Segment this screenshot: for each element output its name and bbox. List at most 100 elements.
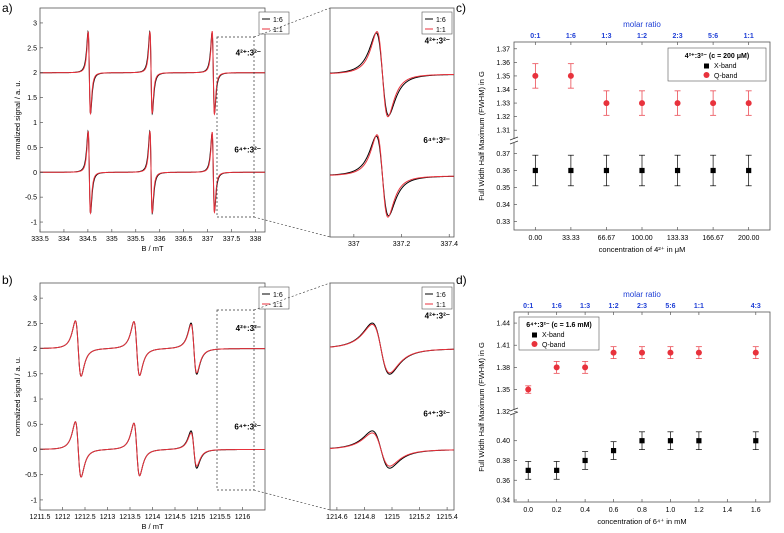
undefined-zoom-connector-top bbox=[253, 7, 331, 38]
undefined-xtick-label-6: 336.5 bbox=[175, 236, 193, 243]
undefined-annotation-top: 4²⁺:3²⁻ bbox=[236, 48, 261, 57]
b-zoom-selection bbox=[216, 309, 255, 491]
undefined-ytick-label-1: -0.5 bbox=[25, 195, 37, 202]
c-point-X-band-2 bbox=[603, 167, 610, 174]
b-curves bbox=[40, 320, 265, 478]
c-axis-break-gap bbox=[511, 139, 519, 143]
undefined-x-axis-label: B / mT bbox=[141, 244, 164, 253]
c-point-X-band-1 bbox=[568, 167, 574, 174]
b-ytick-label-2: 0 bbox=[33, 447, 37, 454]
undefined-plot-frame bbox=[39, 7, 266, 233]
c-legend-swatch-qband bbox=[703, 72, 710, 78]
d-top-tick-label-2: 1:3 bbox=[580, 303, 590, 310]
c-top-tick-label-6: 1:1 bbox=[744, 33, 754, 40]
c-point-Q-band-4 bbox=[674, 100, 681, 107]
undefined-ytick-label-5: 1.5 bbox=[27, 95, 37, 102]
undefined-series-line-4 bbox=[40, 131, 265, 215]
b-xtick-label-6: 1214.5 bbox=[164, 514, 186, 521]
d-top-tick-label-6: 1:1 bbox=[694, 303, 704, 310]
panel-label-b: b) bbox=[2, 273, 13, 287]
d-point-X-band-6 bbox=[696, 438, 702, 444]
b-zoom-xtick-label-0: 1214.6 bbox=[326, 514, 348, 521]
undefined-zoom-series-line-2 bbox=[330, 31, 454, 118]
c-top-tick-label-2: 1:3 bbox=[601, 33, 611, 40]
d-xtick-label-5: 1.0 bbox=[666, 507, 676, 514]
d-point-X-band-5 bbox=[667, 438, 674, 444]
d-top-tick-label-5: 5:6 bbox=[665, 303, 675, 310]
c-xtick-label-0: 0.00 bbox=[529, 235, 543, 242]
b-legend-label-0: 1:6 bbox=[273, 292, 283, 299]
c-point-Q-band-6 bbox=[745, 100, 752, 107]
b-ytick-label-7: 2.5 bbox=[27, 321, 37, 328]
d-xtick-label-0: 0.0 bbox=[523, 507, 533, 514]
b-zoom-annotation-bottom: 6⁴⁺:3²⁻ bbox=[423, 410, 450, 419]
d-top-axis-title: molar ratio bbox=[623, 290, 661, 299]
undefined-xtick-label-0: 333.5 bbox=[31, 236, 49, 243]
undefined-xtick-label-9: 338 bbox=[250, 236, 262, 243]
b-ytick-label-5: 1.5 bbox=[27, 371, 37, 378]
b-plot-frame bbox=[39, 282, 266, 511]
c-top-tick-label-5: 5:6 bbox=[708, 33, 718, 40]
c-xtick-label-6: 200.00 bbox=[738, 235, 760, 242]
c-axis-break-mark-1 bbox=[509, 136, 519, 141]
d-top-tick-label-0: 0:1 bbox=[523, 303, 533, 310]
c-top-tick-label-1: 1:6 bbox=[566, 33, 576, 40]
d-upper-ytick-label-3: 1.41 bbox=[496, 343, 510, 350]
b-zoom-connector-top bbox=[253, 282, 331, 311]
c-upper-ytick-label-1: 1.32 bbox=[496, 114, 510, 121]
c-point-X-band-6 bbox=[746, 167, 752, 174]
undefined-zoom-curves bbox=[330, 31, 454, 218]
d-point-X-band-1 bbox=[554, 467, 560, 473]
c-lower-ytick-label-0: 0.33 bbox=[496, 219, 510, 226]
b-ytick-label-1: -0.5 bbox=[25, 472, 37, 479]
c-axis-break-mark-2 bbox=[509, 140, 519, 145]
b-ytick-label-6: 2 bbox=[33, 346, 37, 353]
b-xtick-label-0: 1211.5 bbox=[30, 514, 51, 521]
undefined-xtick-label-3: 335 bbox=[106, 236, 118, 243]
b-zoom-series-line-3 bbox=[330, 430, 454, 469]
undefined-zoom-legend-label-0: 1:6 bbox=[436, 17, 446, 24]
c-point-Q-band-1 bbox=[567, 72, 574, 79]
d-lower-ytick-label-2: 0.38 bbox=[496, 458, 510, 465]
d-xtick-label-8: 1.6 bbox=[751, 507, 761, 514]
c-point-Q-band-3 bbox=[639, 100, 645, 107]
c-lower-ytick-label-2: 0.35 bbox=[496, 185, 510, 192]
b-y-axis-label: normalized signal / a. u. bbox=[13, 357, 22, 436]
d-point-X-band-3 bbox=[610, 447, 617, 454]
d-point-Q-band-0 bbox=[525, 386, 532, 393]
d-point-Q-band-3 bbox=[610, 349, 617, 356]
c-upper-ytick-label-0: 1.31 bbox=[496, 128, 510, 135]
d-upper-ytick-label-0: 1.32 bbox=[496, 409, 510, 416]
b-xtick-label-7: 1215 bbox=[190, 514, 206, 521]
undefined-legend-label-1: 1:1 bbox=[273, 27, 283, 34]
d-xtick-label-6: 1.2 bbox=[694, 507, 704, 514]
c-upper-ytick-label-3: 1.34 bbox=[496, 87, 510, 94]
d-lower-ytick-label-3: 0.40 bbox=[496, 438, 510, 445]
undefined-xtick-label-7: 337 bbox=[202, 236, 214, 243]
b-zoom-xtick-label-4: 1215.4 bbox=[436, 514, 458, 521]
c-top-tick-label-0: 0:1 bbox=[530, 33, 540, 40]
d-xtick-label-7: 1.4 bbox=[722, 507, 732, 514]
b-ytick-label-8: 3 bbox=[33, 296, 37, 303]
c-legend-box bbox=[667, 47, 767, 82]
undefined-y-axis-label: normalized signal / a. u. bbox=[13, 80, 22, 159]
undefined-zoom-xtick-label-1: 337.2 bbox=[393, 241, 411, 248]
undefined-xtick-label-8: 337.5 bbox=[223, 236, 241, 243]
d-lower-ytick-label-1: 0.36 bbox=[496, 478, 510, 485]
b-xtick-label-1: 1212 bbox=[55, 514, 71, 521]
undefined-zoom-xtick-label-2: 337.4 bbox=[440, 241, 458, 248]
d-top-tick-label-3: 1:2 bbox=[608, 303, 618, 310]
d-xtick-label-3: 0.6 bbox=[609, 507, 619, 514]
undefined-zoom-xtick-label-0: 337 bbox=[348, 241, 360, 248]
b-series-line-4 bbox=[40, 421, 265, 478]
b-xtick-label-3: 1213 bbox=[100, 514, 116, 521]
b-xtick-label-2: 1212.5 bbox=[74, 514, 96, 521]
c-point-Q-band-2 bbox=[603, 100, 610, 107]
b-xtick-label-9: 1216 bbox=[235, 514, 251, 521]
b-ytick-label-3: 0.5 bbox=[27, 422, 37, 429]
c-x-axis-label: concentration of 4²⁺ in μM bbox=[599, 245, 686, 254]
undefined-zoom-annotation-top: 4²⁺:3²⁻ bbox=[425, 37, 450, 46]
c-top-axis-title: molar ratio bbox=[623, 20, 661, 29]
b-zoom-xtick-label-2: 1215 bbox=[384, 514, 400, 521]
